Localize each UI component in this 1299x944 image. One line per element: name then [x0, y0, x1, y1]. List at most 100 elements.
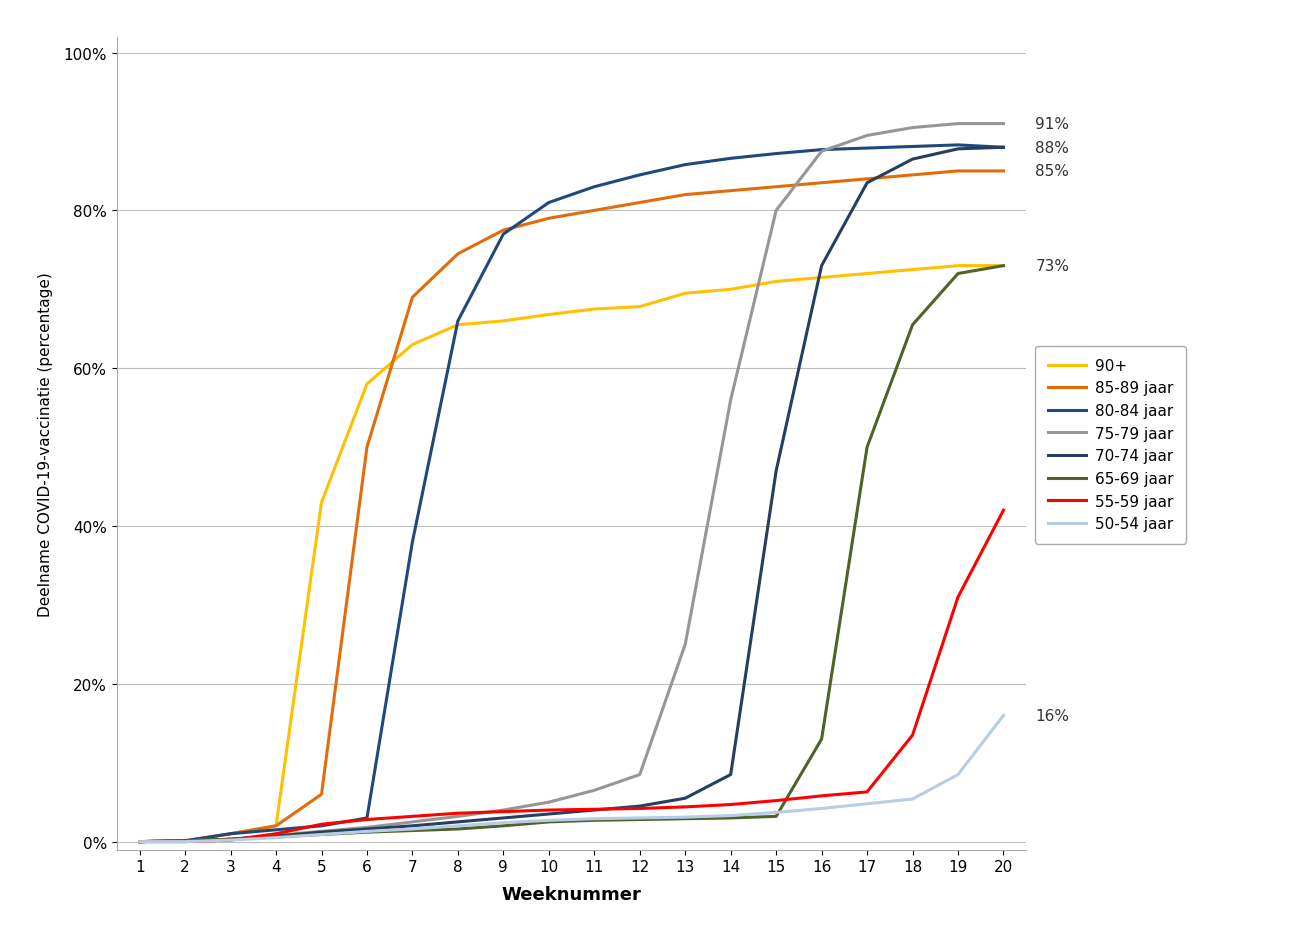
75-79 jaar — [540, 797, 556, 808]
70-74 jaar — [223, 834, 239, 845]
90+ — [904, 264, 920, 276]
75-79 jaar — [359, 822, 375, 834]
85-89 jaar — [405, 293, 421, 304]
80-84 jaar — [769, 149, 785, 160]
55-59 jaar — [359, 814, 375, 825]
50-54 jaar — [678, 812, 694, 823]
75-79 jaar — [769, 206, 785, 217]
90+ — [995, 261, 1011, 272]
80-84 jaar — [359, 813, 375, 824]
70-74 jaar — [678, 793, 694, 804]
85-89 jaar — [268, 820, 283, 832]
85-89 jaar — [449, 249, 465, 261]
80-84 jaar — [860, 143, 876, 155]
55-59 jaar — [540, 804, 556, 816]
75-79 jaar — [131, 836, 147, 848]
Text: 85%: 85% — [1035, 164, 1069, 179]
Line: 90+: 90+ — [139, 266, 1003, 842]
65-69 jaar — [359, 827, 375, 838]
70-74 jaar — [177, 835, 194, 847]
50-54 jaar — [631, 813, 647, 824]
70-74 jaar — [631, 801, 647, 812]
Text: 88%: 88% — [1035, 141, 1069, 156]
55-59 jaar — [678, 801, 694, 813]
50-54 jaar — [359, 826, 375, 837]
75-79 jaar — [586, 784, 601, 796]
Text: 16%: 16% — [1035, 708, 1069, 723]
55-59 jaar — [449, 808, 465, 819]
65-69 jaar — [678, 813, 694, 824]
55-59 jaar — [813, 790, 830, 801]
85-89 jaar — [586, 206, 601, 217]
55-59 jaar — [769, 795, 785, 806]
50-54 jaar — [496, 818, 512, 829]
80-84 jaar — [449, 316, 465, 328]
55-59 jaar — [405, 811, 421, 822]
75-79 jaar — [405, 817, 421, 828]
55-59 jaar — [268, 828, 283, 839]
75-79 jaar — [995, 119, 1011, 130]
70-74 jaar — [904, 154, 920, 165]
Line: 80-84 jaar: 80-84 jaar — [139, 145, 1003, 842]
X-axis label: Weeknummer: Weeknummer — [501, 885, 642, 903]
85-89 jaar — [995, 166, 1011, 177]
75-79 jaar — [223, 834, 239, 845]
50-54 jaar — [995, 710, 1011, 721]
80-84 jaar — [223, 828, 239, 839]
90+ — [540, 310, 556, 321]
90+ — [405, 340, 421, 351]
75-79 jaar — [678, 639, 694, 650]
80-84 jaar — [678, 160, 694, 171]
70-74 jaar — [131, 836, 147, 848]
Text: 73%: 73% — [1035, 259, 1069, 274]
70-74 jaar — [405, 820, 421, 832]
65-69 jaar — [313, 829, 329, 840]
80-84 jaar — [540, 197, 556, 209]
70-74 jaar — [313, 827, 329, 838]
85-89 jaar — [131, 836, 147, 848]
85-89 jaar — [769, 182, 785, 194]
80-84 jaar — [268, 824, 283, 835]
90+ — [177, 835, 194, 847]
80-84 jaar — [496, 229, 512, 241]
90+ — [449, 320, 465, 331]
50-54 jaar — [813, 803, 830, 815]
Line: 85-89 jaar: 85-89 jaar — [139, 172, 1003, 842]
65-69 jaar — [860, 442, 876, 453]
90+ — [131, 836, 147, 848]
Legend: 90+, 85-89 jaar, 80-84 jaar, 75-79 jaar, 70-74 jaar, 65-69 jaar, 55-59 jaar, 50-: 90+, 85-89 jaar, 80-84 jaar, 75-79 jaar,… — [1035, 346, 1186, 544]
50-54 jaar — [904, 794, 920, 805]
75-79 jaar — [268, 830, 283, 841]
70-74 jaar — [359, 823, 375, 834]
75-79 jaar — [813, 146, 830, 158]
55-59 jaar — [496, 806, 512, 818]
90+ — [950, 261, 965, 272]
50-54 jaar — [268, 832, 283, 843]
80-84 jaar — [995, 143, 1011, 154]
50-54 jaar — [540, 815, 556, 826]
50-54 jaar — [950, 769, 965, 781]
80-84 jaar — [813, 144, 830, 156]
65-69 jaar — [950, 268, 965, 279]
65-69 jaar — [586, 815, 601, 826]
70-74 jaar — [268, 831, 283, 842]
85-89 jaar — [950, 166, 965, 177]
50-54 jaar — [722, 810, 738, 821]
65-69 jaar — [496, 820, 512, 832]
50-54 jaar — [860, 799, 876, 810]
70-74 jaar — [995, 143, 1011, 154]
70-74 jaar — [540, 808, 556, 819]
65-69 jaar — [131, 836, 147, 848]
55-59 jaar — [631, 803, 647, 815]
65-69 jaar — [813, 733, 830, 745]
70-74 jaar — [496, 813, 512, 824]
70-74 jaar — [449, 817, 465, 828]
55-59 jaar — [904, 730, 920, 741]
50-54 jaar — [177, 836, 194, 848]
90+ — [223, 828, 239, 839]
85-89 jaar — [860, 174, 876, 185]
90+ — [268, 820, 283, 832]
80-84 jaar — [631, 170, 647, 181]
75-79 jaar — [631, 769, 647, 781]
90+ — [631, 302, 647, 313]
